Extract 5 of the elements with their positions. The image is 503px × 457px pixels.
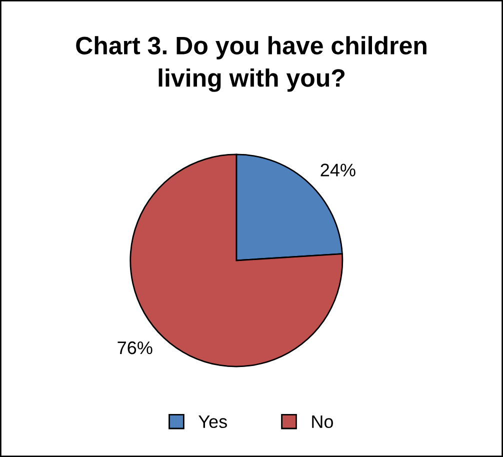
- data-label: 24%: [320, 164, 356, 176]
- legend-label: Yes: [198, 415, 227, 428]
- data-label: 76%: [118, 341, 152, 354]
- legend-label: No: [312, 415, 333, 428]
- chart-title: Chart 3. Do you have children living with you?: [76, 36, 426, 92]
